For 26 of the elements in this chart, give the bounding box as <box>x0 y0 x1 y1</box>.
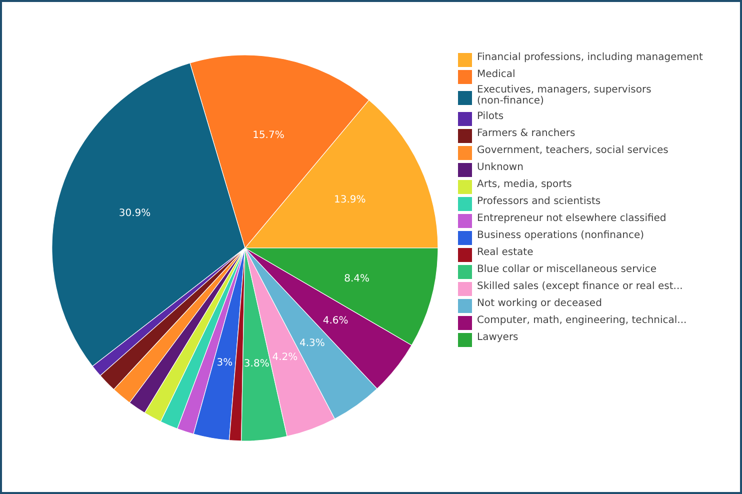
data-label: 4.6% <box>322 316 348 327</box>
data-label: 4.3% <box>299 338 325 349</box>
data-label: 4.2% <box>272 352 298 364</box>
data-label: 3.8% <box>244 358 270 370</box>
legend-label: Financial professions, including management <box>477 52 704 63</box>
legend-label: Medical <box>477 69 516 80</box>
data-label: 3% <box>216 358 233 369</box>
legend-label: Lawyers <box>477 332 518 343</box>
data-label: 30.9% <box>118 208 151 220</box>
legend-label: Unknown <box>477 162 524 173</box>
legend-label: Blue collar or miscellaneous service <box>477 264 657 275</box>
data-label: 15.7% <box>252 130 284 142</box>
legend-label: Arts, media, sports <box>477 179 572 190</box>
legend-label: Professors and scientists <box>477 196 601 207</box>
legend-label: Entrepreneur not elsewhere classified <box>477 213 666 224</box>
legend-label: Farmers & ranchers <box>477 128 576 139</box>
legend-label: Government, teachers, social services <box>477 145 668 156</box>
data-label: 8.4% <box>344 274 370 285</box>
legend-label: Not working or deceased <box>477 298 602 309</box>
legend-label: Business operations (nonfinance) <box>477 230 644 241</box>
legend-label: Skilled sales (except finance or real est... <box>477 281 683 292</box>
legend-label: Pilots <box>477 111 504 122</box>
legend-label: Real estate <box>477 247 534 258</box>
data-label: 13.9% <box>334 194 366 206</box>
legend-label: Executives, managers, supervisors (non-finance) <box>477 84 652 106</box>
legend-label: Computer, math, engineering, technical... <box>477 315 687 326</box>
